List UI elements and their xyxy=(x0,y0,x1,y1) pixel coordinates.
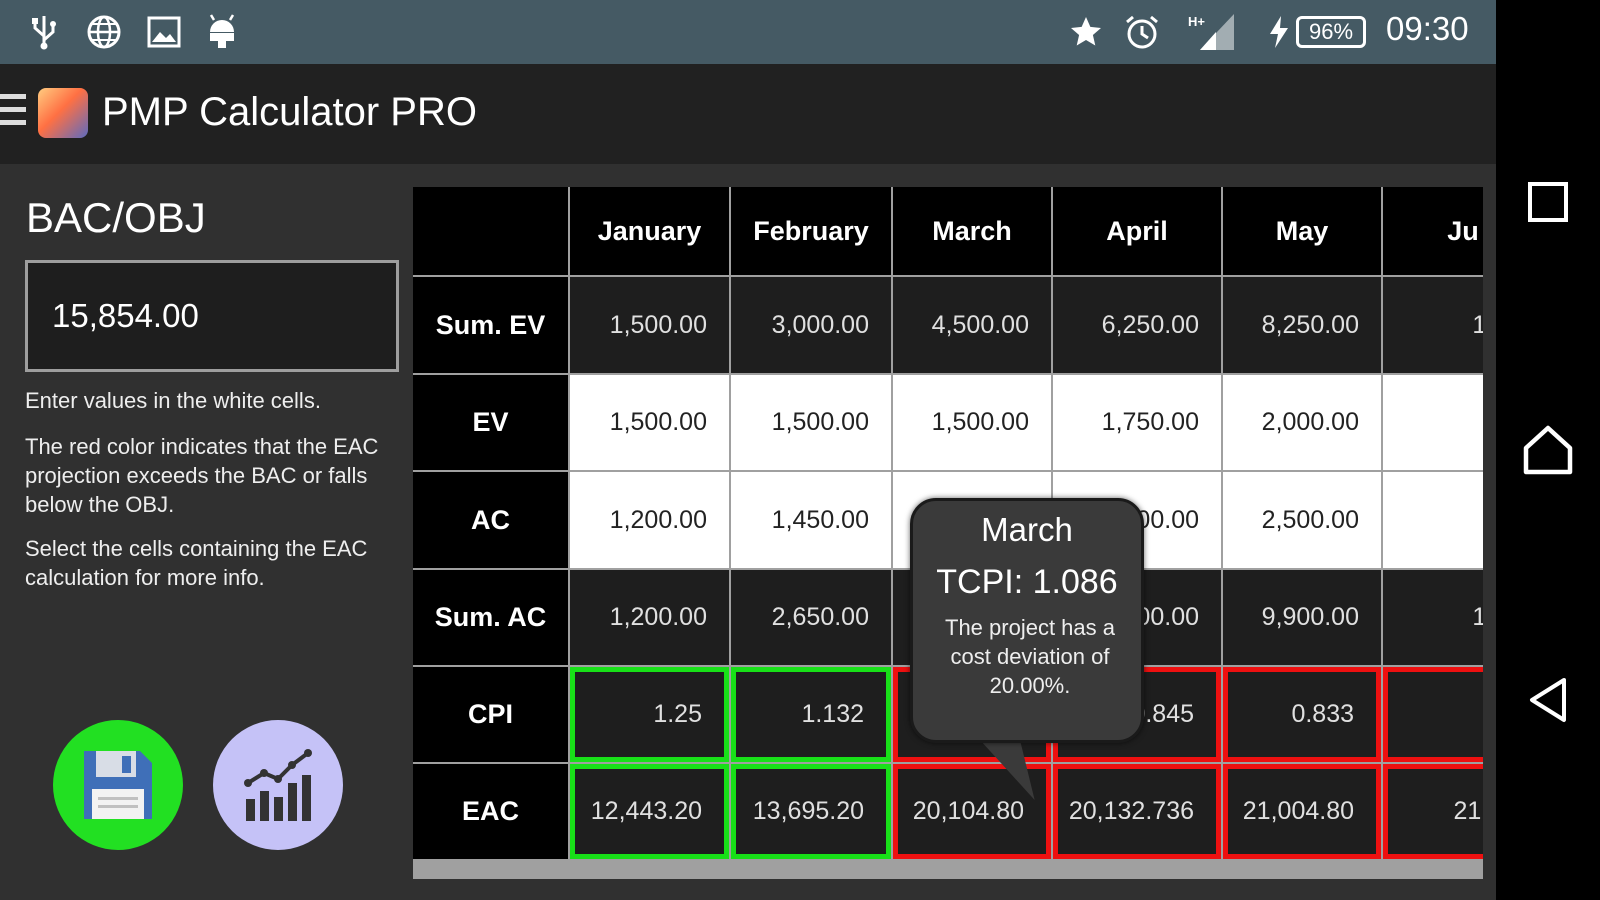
app-logo-icon xyxy=(38,88,88,138)
status-time: 09:30 xyxy=(1386,10,1469,47)
table-cell: 1.132 xyxy=(731,667,891,762)
floppy-disk-icon xyxy=(84,751,152,819)
status-bar: H+ 96% 09:30 xyxy=(0,0,1496,64)
table-cell: 4,500.00 xyxy=(893,277,1051,373)
table-cell[interactable]: 1,200.00 xyxy=(570,472,729,568)
app-bar: PMP Calculator PRO xyxy=(0,64,1496,164)
main-content: BAC/OBJ Enter values in the white cells.… xyxy=(0,164,1496,900)
table-cell[interactable]: 2,0 xyxy=(1383,375,1483,470)
charging-icon xyxy=(1264,14,1294,50)
table-cell[interactable]: 1,750.00 xyxy=(1053,375,1221,470)
table-cell: 10,2 xyxy=(1383,277,1483,373)
tooltip-message: The project has a cost deviation of 20.0… xyxy=(945,615,1115,698)
table-cell[interactable]: 20,132.736 xyxy=(1053,764,1221,859)
alarm-icon xyxy=(1122,14,1162,50)
table-cell: 1.25 xyxy=(570,667,729,762)
android-icon xyxy=(202,14,242,50)
row-header: EAC xyxy=(413,764,568,859)
save-button[interactable] xyxy=(53,720,183,850)
globe-icon xyxy=(84,14,124,50)
bar-chart-icon xyxy=(244,749,312,821)
table-cell[interactable]: 20,104.80 xyxy=(893,764,1051,859)
battery-indicator: 96% xyxy=(1296,16,1366,48)
usb-icon xyxy=(24,14,64,50)
info-text-2: The red color indicates that the EAC pro… xyxy=(25,434,379,517)
row-header: AC xyxy=(413,472,568,568)
table-cell: 1,200.00 xyxy=(570,570,729,665)
table-cell: 6,250.00 xyxy=(1053,277,1221,373)
signal-label: H+ xyxy=(1188,14,1205,29)
table-cell: 9,900.00 xyxy=(1223,570,1381,665)
recents-button[interactable] xyxy=(1518,172,1578,232)
table-cell[interactable]: 1,500.00 xyxy=(570,375,729,470)
info-text-1: Enter values in the white cells. xyxy=(25,388,321,413)
back-button[interactable] xyxy=(1518,670,1578,730)
tooltip-month: March xyxy=(981,511,1073,548)
table-corner-header xyxy=(413,187,568,275)
table-cell[interactable]: 1,450.00 xyxy=(731,472,891,568)
navigation-bar xyxy=(1496,0,1600,900)
column-header: Ju xyxy=(1383,187,1483,275)
bac-obj-input[interactable] xyxy=(25,260,399,372)
row-header: EV xyxy=(413,375,568,470)
row-header: Sum. AC xyxy=(413,570,568,665)
info-text-3: Select the cells containing the EAC calc… xyxy=(25,536,368,590)
table-cell: 12,4 xyxy=(1383,570,1483,665)
table-cell xyxy=(1383,667,1483,762)
table-cell[interactable]: 1,500.00 xyxy=(731,375,891,470)
home-button[interactable] xyxy=(1518,420,1578,480)
tcpi-tooltip: March TCPI: 1.086 The project has a cost… xyxy=(910,498,1144,743)
table-cell[interactable]: 12,443.20 xyxy=(570,764,729,859)
table-cell: 0.833 xyxy=(1223,667,1381,762)
menu-icon[interactable] xyxy=(0,94,26,134)
table-cell[interactable]: 1,500.00 xyxy=(893,375,1051,470)
table-cell: 3,000.00 xyxy=(731,277,891,373)
table-cell[interactable]: 13,695.20 xyxy=(731,764,891,859)
column-header: February xyxy=(731,187,891,275)
table-cell[interactable]: 2,000.00 xyxy=(1223,375,1381,470)
column-header: January xyxy=(570,187,729,275)
table-cell[interactable]: 2,5 xyxy=(1383,472,1483,568)
table-cell: 8,250.00 xyxy=(1223,277,1381,373)
signal-icon: H+ xyxy=(1186,14,1236,50)
table-cell: 2,650.00 xyxy=(731,570,891,665)
table-cell[interactable]: 21,004.80 xyxy=(1223,764,1381,859)
column-header: May xyxy=(1223,187,1381,275)
bac-obj-label: BAC/OBJ xyxy=(26,194,206,241)
row-header: CPI xyxy=(413,667,568,762)
row-header: Sum. EV xyxy=(413,277,568,373)
table-cell: 1,500.00 xyxy=(570,277,729,373)
star-icon xyxy=(1066,14,1106,50)
image-icon xyxy=(144,14,184,50)
chart-button[interactable] xyxy=(213,720,343,850)
column-header: March xyxy=(893,187,1051,275)
app-title: PMP Calculator PRO xyxy=(102,90,477,134)
tooltip-tcpi: TCPI: 1.086 xyxy=(936,563,1118,601)
column-header: April xyxy=(1053,187,1221,275)
table-cell[interactable]: 2,500.00 xyxy=(1223,472,1381,568)
table-cell[interactable]: 21,78 xyxy=(1383,764,1483,859)
